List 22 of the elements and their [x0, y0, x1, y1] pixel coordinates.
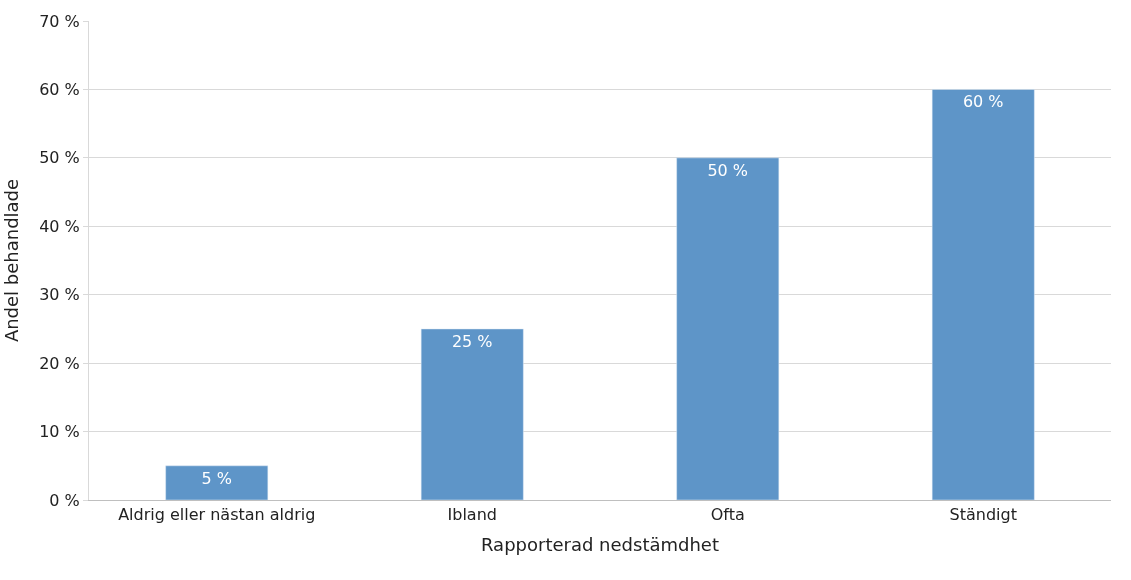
- data-label: 60 %: [962, 92, 1004, 112]
- x-tick-label: Aldrig eller nästan aldrig: [118, 505, 316, 525]
- x-tick-label: Ofta: [710, 505, 745, 525]
- y-tick-label: 0 %: [49, 490, 80, 510]
- y-tick-label: 60 %: [39, 80, 80, 100]
- bar: [165, 465, 269, 500]
- bar: [420, 328, 524, 500]
- y-axis-title: Andel behandlade: [1, 178, 23, 343]
- bar: [676, 157, 780, 500]
- data-label: 50 %: [707, 160, 749, 180]
- y-tick-label: 10 %: [39, 422, 80, 442]
- y-tick-label: 40 %: [39, 216, 80, 236]
- bar: [931, 89, 1035, 500]
- y-tick-label: 50 %: [39, 148, 80, 168]
- y-tick-label: 70 %: [39, 11, 80, 31]
- y-tick-label: 20 %: [39, 353, 80, 373]
- data-label: 5 %: [201, 468, 232, 488]
- x-tick-label: Ständigt: [949, 505, 1017, 525]
- x-tick-label: Ibland: [447, 505, 497, 525]
- x-axis-title: Rapporterad nedstämdhet: [481, 534, 719, 556]
- data-label: 25 %: [451, 331, 493, 351]
- y-tick-label: 30 %: [39, 285, 80, 305]
